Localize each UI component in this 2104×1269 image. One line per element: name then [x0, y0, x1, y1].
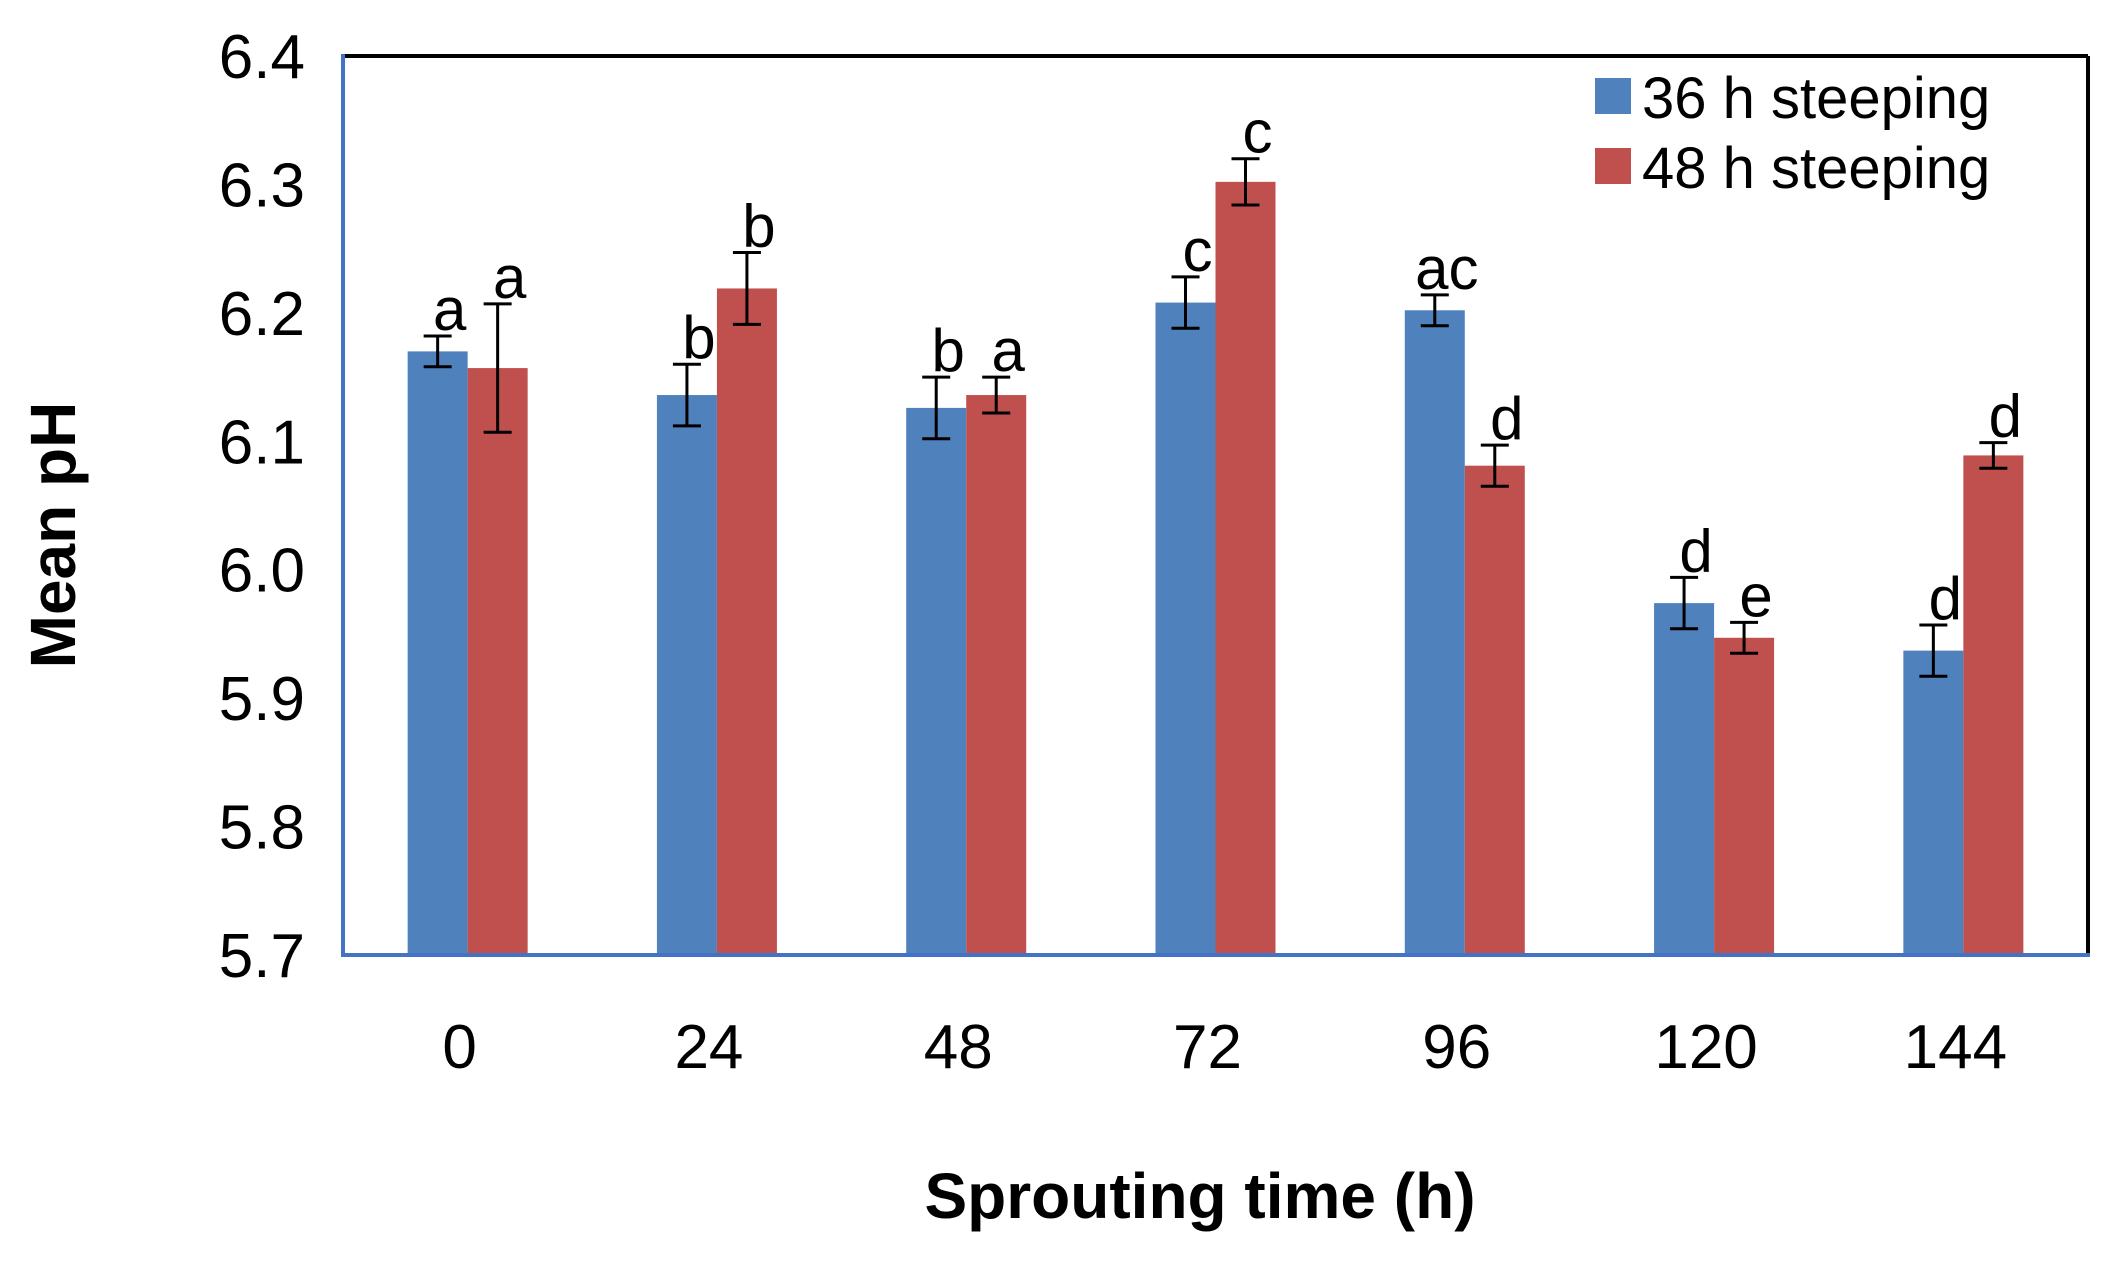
bar-s0-120: [1654, 603, 1715, 955]
bar-s0-72: [1155, 302, 1216, 955]
legend-label-36h: 36 h steeping: [1642, 66, 1990, 131]
bar-s1-96: [1464, 465, 1525, 955]
significance-label-s0-24: b: [682, 304, 715, 371]
significance-label-s0-0: a: [433, 276, 467, 343]
significance-label-s1-48: a: [992, 317, 1026, 384]
bars-group: [407, 181, 2024, 956]
legend: 36 h steeping 48 h steeping: [1595, 66, 1990, 201]
y-axis-title: Mean pH: [17, 402, 89, 669]
bar-s1-0: [467, 368, 528, 955]
x-tick-labels: 0 24 48 72 96 120 144: [442, 1013, 2007, 1082]
significance-label-s0-96: ac: [1415, 235, 1478, 302]
bar-s0-48: [906, 407, 967, 955]
y-tick-label-6.1: 6.1: [219, 408, 305, 477]
legend-swatch-48h: [1595, 148, 1631, 184]
y-tick-label-6.2: 6.2: [219, 280, 305, 349]
bar-s1-144: [1963, 455, 2024, 955]
significance-label-s1-0: a: [493, 244, 527, 311]
bar-s1-24: [716, 288, 777, 956]
x-tick-label-0: 0: [442, 1013, 476, 1082]
significance-label-s0-72: c: [1183, 217, 1213, 284]
x-tick-label-24: 24: [674, 1013, 743, 1082]
error-bars-group: [423, 157, 2008, 678]
significance-label-s1-144: d: [1989, 383, 2022, 450]
y-tick-labels: 5.7 5.8 5.9 6.0 6.1 6.2 6.3 6.4: [219, 23, 305, 991]
significance-label-s1-120: e: [1739, 562, 1772, 629]
x-tick-label-144: 144: [1904, 1013, 2007, 1082]
y-tick-label-5.7: 5.7: [219, 922, 305, 991]
x-tick-label-48: 48: [924, 1013, 993, 1082]
y-tick-label-5.8: 5.8: [219, 794, 305, 863]
bar-s1-120: [1714, 637, 1775, 955]
significance-label-s0-120: d: [1679, 517, 1712, 584]
y-tick-label-6.0: 6.0: [219, 537, 305, 606]
y-tick-label-6.4: 6.4: [219, 23, 305, 92]
bar-s0-96: [1404, 310, 1465, 955]
legend-swatch-36h: [1595, 78, 1631, 114]
bar-s0-144: [1903, 650, 1964, 955]
significance-label-s1-24: b: [742, 192, 775, 259]
axes-group: [341, 54, 2090, 957]
x-tick-label-72: 72: [1173, 1013, 1242, 1082]
plot-frame: [343, 54, 2090, 955]
y-tick-label-6.3: 6.3: [219, 151, 305, 220]
bar-s1-72: [1215, 181, 1276, 956]
significance-label-s1-96: d: [1490, 385, 1523, 452]
x-tick-label-96: 96: [1422, 1013, 1491, 1082]
bar-s1-48: [966, 395, 1027, 956]
significance-label-s1-72: c: [1243, 99, 1273, 166]
bar-s0-0: [407, 351, 468, 955]
x-axis-title: Sprouting time (h): [924, 1160, 1475, 1232]
y-tick-label-5.9: 5.9: [219, 665, 305, 734]
x-tick-label-120: 120: [1654, 1013, 1757, 1082]
legend-label-48h: 48 h steeping: [1642, 136, 1990, 201]
significance-label-s0-144: d: [1929, 565, 1962, 632]
bar-s0-24: [656, 395, 717, 956]
significance-label-s0-48: b: [932, 317, 965, 384]
